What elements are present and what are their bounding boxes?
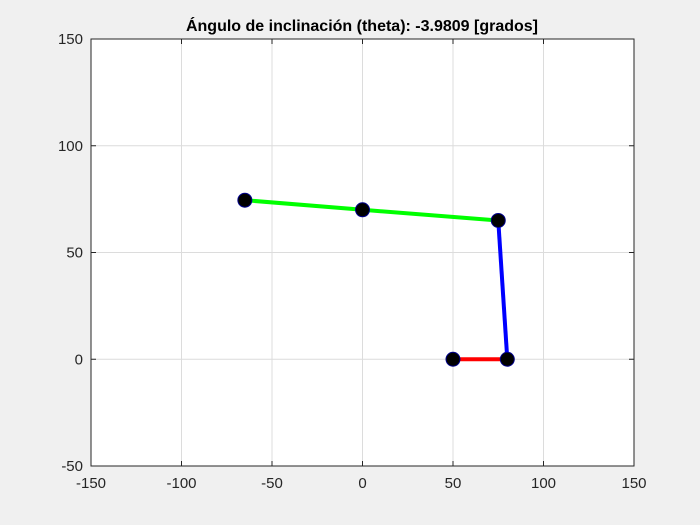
series-line-2 [496,220,510,360]
y-tick-label: 150 [58,31,83,48]
joint-markers [237,192,515,367]
joint-marker-4 [355,202,370,218]
y-tick-label: 50 [66,245,83,262]
joint-marker-5 [237,192,253,208]
axis-ticks: -150 -100 -50 0 50 100 150 -50 0 50 100 150 [58,31,647,492]
y-tick-label: 0 [75,351,83,368]
x-tick-label: -100 [166,475,196,492]
x-tick-label: 150 [621,475,646,492]
joint-marker-2 [499,351,515,367]
x-tick-label: 0 [358,475,366,492]
y-tick-label: -50 [61,458,83,475]
x-tick-label: 100 [531,475,556,492]
joint-marker-3 [490,212,506,228]
grid-lines [91,39,634,466]
chart-title: Ángulo de inclinación (theta): -3.9809 [… [186,16,538,35]
joint-marker-1 [445,351,461,367]
x-tick-label: -50 [261,475,283,492]
x-tick-label: 50 [445,475,462,492]
x-tick-label: -150 [76,475,106,492]
y-tick-label: 100 [58,138,83,155]
